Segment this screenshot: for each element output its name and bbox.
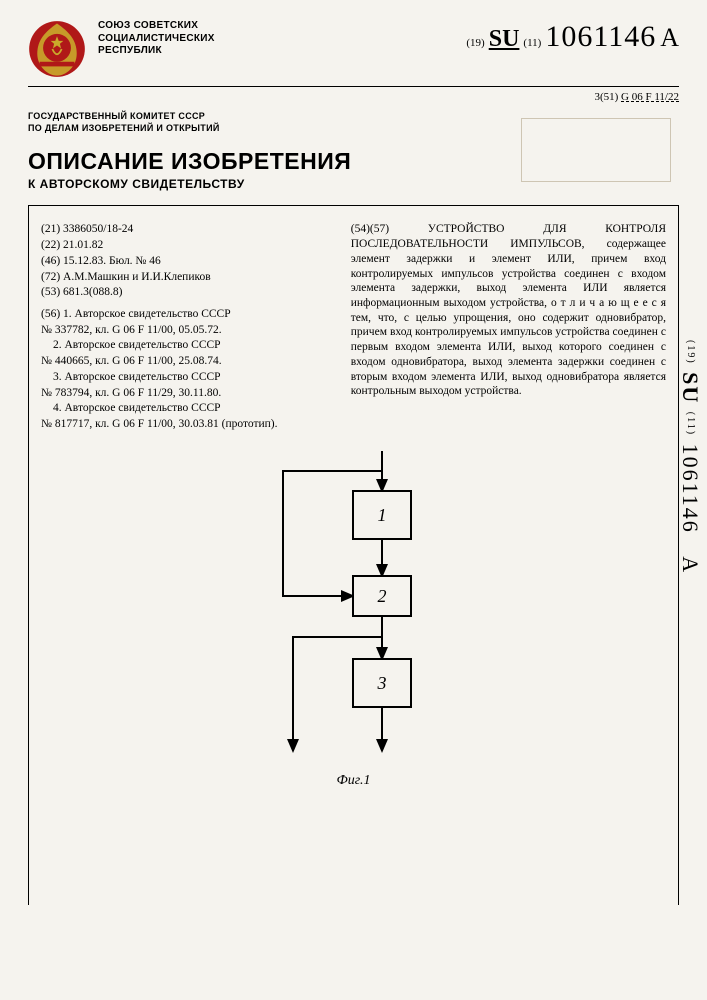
header-row: СОЮЗ СОВЕТСКИХ СОЦИАЛИСТИЧЕСКИХ РЕСПУБЛИ… — [28, 20, 679, 78]
union-line: СОЦИАЛИСТИЧЕСКИХ — [98, 33, 238, 46]
field-56-2b: № 440665, кл. G 06 F 11/00, 25.08.74. — [41, 354, 335, 369]
field-56-4b: № 817717, кл. G 06 F 11/00, 30.03.81 (пр… — [41, 417, 335, 432]
side-suffix: A — [678, 556, 703, 574]
field-56-3b: № 783794, кл. G 06 F 11/29, 30.11.80. — [41, 386, 335, 401]
patent-page: СОЮЗ СОВЕТСКИХ СОЦИАЛИСТИЧЕСКИХ РЕСПУБЛИ… — [0, 0, 707, 925]
side-su: SU — [678, 372, 703, 404]
side-publication-number: (19) SU (11) 1061146 A — [677, 340, 703, 574]
field-53: (53) 681.3(088.8) — [41, 285, 335, 300]
field-72: (72) А.М.Машкин и И.И.Клепиков — [41, 270, 335, 285]
field-56-1b: № 337782, кл. G 06 F 11/00, 05.05.72. — [41, 323, 335, 338]
ussr-emblem-icon — [28, 20, 86, 78]
content-frame: (21) 3386050/18-24 (22) 21.01.82 (46) 15… — [28, 205, 679, 905]
ipc-classification: 3(51) G 06 F 11/22 — [28, 91, 679, 103]
field-56-1a: (56) 1. Авторское свидетельство СССР — [41, 307, 335, 322]
pub-prefix-11: (11) — [523, 37, 541, 49]
left-column: (21) 3386050/18-24 (22) 21.01.82 (46) 15… — [41, 222, 335, 432]
union-line: СОЮЗ СОВЕТСКИХ — [98, 20, 238, 33]
divider — [28, 86, 679, 87]
flowchart-diagram: 1 2 3 — [233, 451, 453, 761]
pub-prefix-19: (19) — [466, 37, 484, 49]
union-text: СОЮЗ СОВЕТСКИХ СОЦИАЛИСТИЧЕСКИХ РЕСПУБЛИ… — [98, 20, 238, 58]
svg-text:1: 1 — [377, 505, 386, 525]
svg-text:3: 3 — [376, 673, 386, 693]
figure-label: Фиг.1 — [336, 773, 370, 789]
publication-number: (19) SU (11) 1061146 A — [250, 20, 679, 54]
pub-number-value: 1061146 — [545, 20, 656, 53]
right-column: (54)(57) УСТРОЙСТВО ДЛЯ КОНТРОЛЯ ПОСЛЕДО… — [351, 222, 666, 432]
field-46: (46) 15.12.83. Бюл. № 46 — [41, 254, 335, 269]
field-56-3a: 3. Авторское свидетельство СССР — [41, 370, 335, 385]
side-prefix19: (19) — [685, 340, 696, 365]
abstract-body: содержащее элемент задержки и элемент ИЛ… — [351, 238, 666, 397]
field-56-4a: 4. Авторское свидетельство СССР — [41, 401, 335, 416]
field-21: (21) 3386050/18-24 — [41, 222, 335, 237]
field-56-2a: 2. Авторское свидетельство СССР — [41, 338, 335, 353]
class-code: G 06 F 11/22 — [621, 91, 679, 103]
field-22: (22) 21.01.82 — [41, 238, 335, 253]
class-prefix: 3(51) — [594, 91, 618, 103]
diagram-area: 1 2 3 Фиг.1 — [41, 451, 666, 791]
union-line: РЕСПУБЛИК — [98, 45, 238, 58]
pub-suffix: A — [660, 23, 679, 52]
pub-su: SU — [489, 26, 520, 52]
side-sub: (11) — [685, 412, 696, 436]
text-columns: (21) 3386050/18-24 (22) 21.01.82 (46) 15… — [41, 222, 666, 432]
side-number: 1061146 — [678, 444, 703, 534]
stamp-box — [521, 118, 671, 182]
svg-text:2: 2 — [377, 586, 386, 606]
